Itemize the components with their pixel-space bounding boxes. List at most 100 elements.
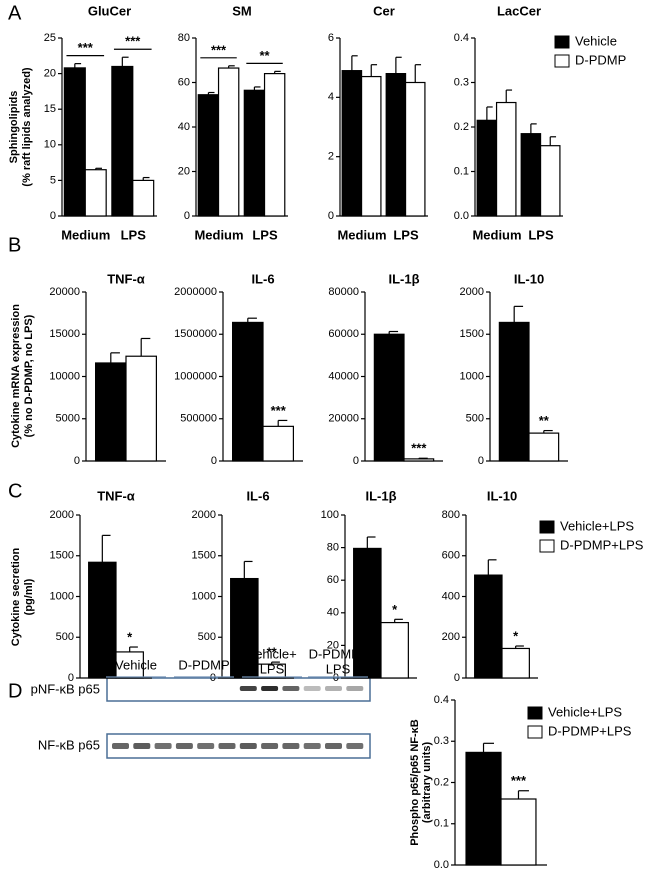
y-tick-label: 6 [328, 32, 334, 44]
y-tick-label: 20000 [49, 286, 80, 298]
bar [353, 547, 382, 679]
y-tick-label: 100 [321, 509, 339, 521]
y-tick-label: 800 [442, 509, 460, 521]
chart-title: LacCer [497, 3, 541, 18]
legend-label: D-PDMP [575, 52, 626, 67]
error-bar [243, 560, 253, 579]
y-tick-label: 10 [44, 139, 56, 151]
y-axis-label: Phospho p65/p65 NF-κB [409, 719, 421, 846]
blot-band [261, 743, 279, 749]
error-bar [277, 419, 288, 427]
error-bar [530, 123, 537, 134]
bar [84, 169, 107, 217]
chart-title: IL-6 [246, 488, 269, 503]
legend-label: Vehicle [575, 33, 617, 48]
x-tick-label: LPS [252, 227, 278, 242]
lane-label: LPS [260, 661, 285, 676]
bar [476, 119, 498, 217]
bar [197, 94, 220, 217]
bar [539, 145, 561, 217]
x-tick-label: LPS [121, 227, 147, 242]
error-bar [517, 790, 529, 799]
bar [380, 621, 409, 679]
blot-band [346, 743, 364, 749]
panel-label: A [8, 2, 22, 24]
row-label: NF-κB p65 [38, 737, 100, 752]
legend-label: Vehicle+LPS [548, 704, 622, 719]
row-label: pNF-κB p65 [31, 681, 100, 696]
y-tick-label: 0 [184, 210, 190, 222]
error-bar [140, 337, 151, 357]
y-tick-label: 40 [178, 121, 190, 133]
y-tick-label: 0 [211, 455, 217, 467]
y-tick-label: 0.4 [454, 32, 469, 44]
bar [125, 355, 157, 462]
lane-label: Vehicle [115, 657, 157, 672]
significance-label: *** [271, 403, 287, 418]
bar [262, 425, 294, 462]
significance-label: *** [411, 441, 427, 456]
significance-label: ** [259, 48, 270, 63]
error-bar [395, 56, 402, 74]
significance-label: *** [211, 42, 227, 57]
y-tick-label: 0.0 [434, 859, 449, 870]
y-tick-label: 25 [44, 32, 56, 44]
y-tick-label: 2000 [50, 509, 74, 521]
bar [403, 458, 435, 462]
bar [404, 81, 426, 217]
y-tick-label: 1000000 [174, 370, 217, 382]
y-tick-label: 0 [333, 672, 339, 684]
panel-label: C [8, 480, 22, 502]
y-tick-label: 0 [68, 672, 74, 684]
bar [520, 133, 542, 217]
panel-label: B [8, 234, 21, 256]
chart-title: IL-1β [388, 271, 419, 286]
legend-label: Vehicle+LPS [560, 518, 634, 533]
chart-title: IL-6 [251, 271, 274, 286]
y-tick-label: 40 [327, 607, 339, 619]
y-tick-label: 20 [178, 165, 190, 177]
y-tick-label: 60 [327, 574, 339, 586]
bar [474, 574, 503, 679]
bar [498, 321, 530, 462]
y-tick-label: 0 [328, 210, 334, 222]
y-tick-label: 80000 [328, 286, 359, 298]
y-tick-label: 40000 [328, 370, 359, 382]
blot-band [282, 743, 300, 749]
y-tick-label: 0.3 [434, 735, 449, 747]
significance-label: * [513, 628, 519, 643]
bar [528, 432, 560, 462]
bar [132, 179, 155, 217]
x-tick-label: Medium [61, 227, 110, 242]
error-bar [228, 65, 235, 69]
y-tick-label: 200 [442, 631, 460, 643]
chart-title: TNF-α [97, 488, 135, 503]
chart-title: Cer [373, 3, 395, 18]
blot-bands [112, 686, 364, 749]
bar [341, 70, 363, 217]
blot-band [239, 743, 257, 749]
x-tick-label: Medium [472, 227, 521, 242]
y-tick-label: 60000 [328, 328, 359, 340]
y-tick-label: 2 [328, 151, 334, 163]
y-tick-label: 0 [454, 672, 460, 684]
y-axis-label: (% raft lipids analyzed) [21, 67, 33, 187]
significance-label: ** [267, 645, 278, 660]
bar [495, 101, 517, 217]
y-tick-label: 80 [178, 32, 190, 44]
significance-label: *** [125, 34, 141, 49]
y-tick-label: 2000 [460, 286, 484, 298]
bar [263, 72, 286, 217]
bar [360, 75, 382, 217]
y-tick-label: 500000 [180, 413, 217, 425]
chart-title: TNF-α [107, 271, 145, 286]
blot-band [133, 743, 151, 749]
blot-band [261, 686, 279, 691]
y-tick-label: 1000 [192, 590, 216, 602]
y-tick-label: 20000 [328, 413, 359, 425]
lane-label: D-PDMP+ [309, 646, 368, 661]
significance-label: *** [511, 773, 527, 788]
panel-label: D [8, 680, 22, 702]
y-tick-label: 0.3 [454, 76, 469, 88]
